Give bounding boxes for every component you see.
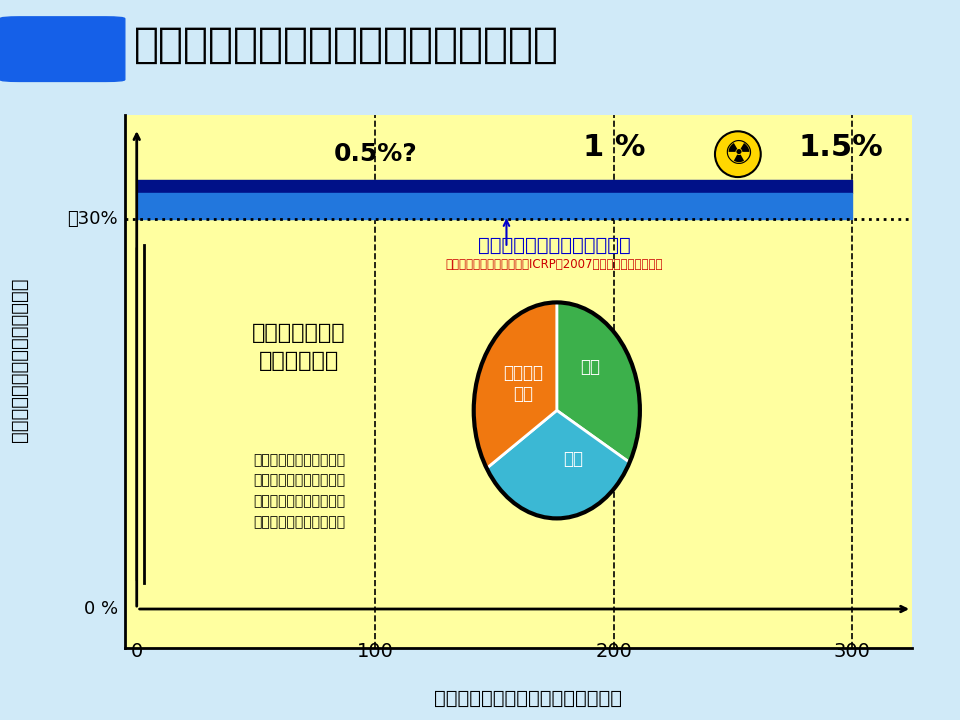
Text: ☢: ☢ xyxy=(723,138,753,171)
Text: 喫煙: 喫煙 xyxy=(564,450,584,468)
FancyBboxPatch shape xyxy=(0,17,125,81)
Text: その他の
原因: その他の 原因 xyxy=(504,364,543,402)
Text: ☢: ☢ xyxy=(720,135,756,174)
Text: （国際放射線防護委員会（ICRP）2007年勧告による推定値）: （国際放射線防護委員会（ICRP）2007年勧告による推定値） xyxy=(445,258,663,271)
Text: 1.5%: 1.5% xyxy=(798,133,883,162)
Text: 約30%: 約30% xyxy=(67,210,118,228)
Text: 0 %: 0 % xyxy=(84,600,118,618)
Text: 0.5%?: 0.5%? xyxy=(333,142,418,166)
Text: 累積の放射線量（ミリシーベルト）: 累積の放射線量（ミリシーベルト） xyxy=(434,689,622,708)
Text: 1 %: 1 % xyxy=(583,133,645,162)
Text: 個々のがんの原因は特定
されていないが食事、た
ばこ、ウィルス、細菌等
の感染と考えられている: 個々のがんの原因は特定 されていないが食事、た ばこ、ウィルス、細菌等 の感染と… xyxy=(252,453,345,529)
Text: がんによって死亡する人の割合: がんによって死亡する人の割合 xyxy=(10,278,29,442)
Text: 個人の生活習慣
等によるがん: 個人の生活習慣 等によるがん xyxy=(252,323,346,371)
Text: 100: 100 xyxy=(357,642,394,660)
Text: 200: 200 xyxy=(595,642,633,660)
Text: 低線量率被ばくによるがん死亡リスク: 低線量率被ばくによるがん死亡リスク xyxy=(134,24,560,66)
Wedge shape xyxy=(487,410,630,518)
Text: リスク: リスク xyxy=(42,35,83,55)
Text: 放射線によるがん死亡の増加: 放射線によるがん死亡の増加 xyxy=(478,235,631,255)
Wedge shape xyxy=(473,302,557,468)
Text: 300: 300 xyxy=(834,642,871,660)
Wedge shape xyxy=(557,302,640,462)
Text: 0: 0 xyxy=(131,642,143,660)
Text: 食事: 食事 xyxy=(580,358,600,376)
